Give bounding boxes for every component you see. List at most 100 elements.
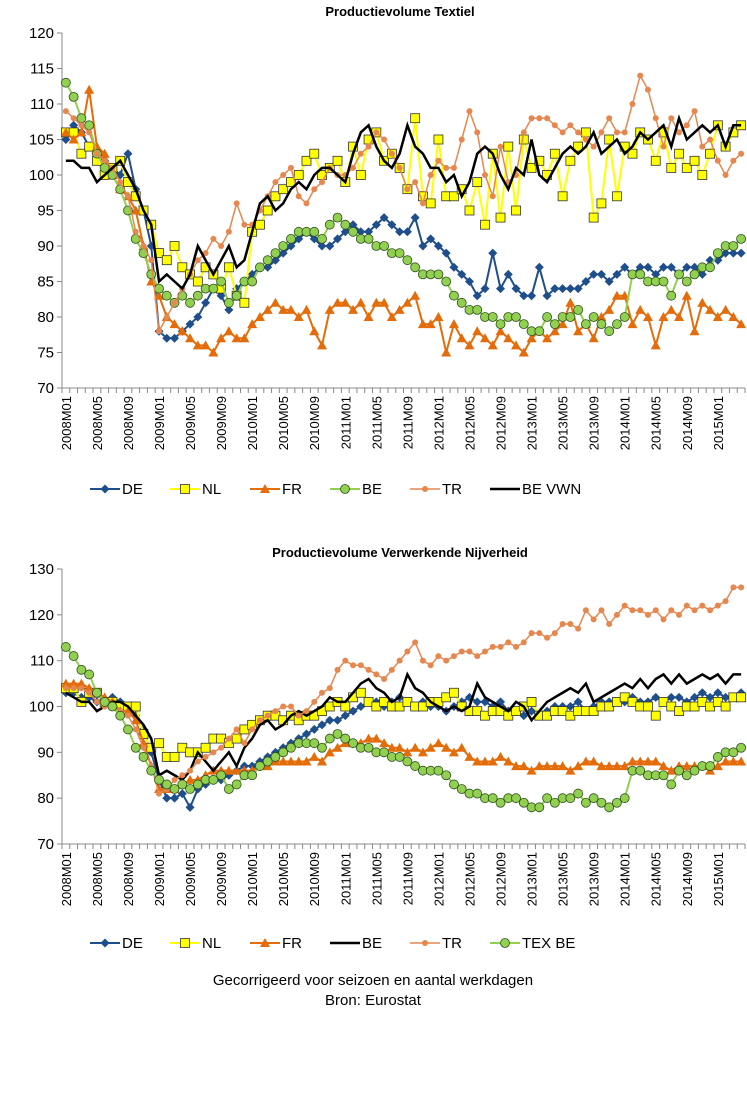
data-point bbox=[721, 248, 731, 258]
data-point bbox=[542, 793, 552, 804]
data-point bbox=[426, 234, 436, 244]
data-point bbox=[487, 312, 498, 322]
data-point bbox=[604, 304, 615, 314]
data-point bbox=[270, 191, 281, 202]
data-point bbox=[559, 621, 566, 627]
data-point bbox=[433, 269, 444, 280]
data-point bbox=[433, 765, 444, 776]
x-tick-label: 2013M09 bbox=[587, 396, 602, 450]
data-point bbox=[286, 241, 296, 251]
data-point bbox=[635, 269, 646, 280]
legend-label: BE bbox=[362, 935, 382, 952]
data-point bbox=[642, 756, 653, 766]
data-point bbox=[395, 227, 405, 237]
data-point bbox=[223, 262, 234, 273]
data-point bbox=[606, 115, 613, 122]
data-point bbox=[728, 312, 739, 321]
data-point bbox=[596, 312, 607, 321]
data-point bbox=[620, 262, 630, 272]
data-point bbox=[573, 761, 584, 771]
data-point bbox=[691, 108, 698, 115]
data-point bbox=[596, 761, 607, 771]
data-point bbox=[293, 312, 304, 321]
legend-label: DE bbox=[122, 481, 143, 498]
y-tick-label: 90 bbox=[37, 744, 54, 761]
data-point bbox=[394, 248, 405, 259]
data-point bbox=[381, 676, 388, 682]
x-tick-label: 2010M05 bbox=[276, 852, 291, 906]
data-point bbox=[161, 255, 172, 266]
data-point bbox=[101, 157, 108, 164]
data-point bbox=[666, 692, 676, 702]
data-point bbox=[402, 227, 412, 237]
data-point bbox=[324, 304, 335, 314]
data-point bbox=[503, 269, 513, 279]
data-point bbox=[169, 752, 180, 762]
data-point bbox=[495, 797, 506, 808]
data-point bbox=[348, 706, 358, 716]
data-point bbox=[425, 319, 436, 329]
data-point bbox=[466, 648, 473, 655]
data-point bbox=[93, 698, 100, 705]
data-point bbox=[201, 298, 211, 308]
data-point bbox=[511, 793, 521, 804]
data-point bbox=[365, 143, 372, 150]
data-point bbox=[386, 312, 397, 321]
legend-marker bbox=[500, 938, 510, 948]
data-point bbox=[627, 148, 638, 159]
data-point bbox=[192, 290, 203, 301]
data-point bbox=[611, 761, 622, 771]
data-point bbox=[388, 666, 395, 673]
data-point bbox=[340, 219, 351, 230]
legend-marker bbox=[422, 940, 428, 946]
data-point bbox=[689, 269, 700, 280]
x-tick-label: 2014M09 bbox=[680, 852, 695, 906]
data-point bbox=[76, 678, 87, 688]
data-point bbox=[549, 761, 560, 771]
data-point bbox=[130, 715, 141, 725]
data-point bbox=[333, 234, 343, 244]
data-point bbox=[224, 305, 234, 315]
x-tick-label: 2012M01 bbox=[431, 852, 446, 906]
data-point bbox=[317, 241, 327, 251]
data-point bbox=[177, 326, 188, 336]
data-point bbox=[658, 770, 669, 781]
data-point bbox=[660, 616, 667, 623]
data-point bbox=[301, 304, 312, 314]
data-point bbox=[84, 120, 95, 131]
legend-marker bbox=[340, 484, 350, 494]
legend-marker bbox=[260, 938, 270, 947]
data-point bbox=[699, 143, 706, 150]
data-point bbox=[241, 740, 248, 747]
data-point bbox=[433, 134, 444, 145]
data-point bbox=[666, 162, 677, 173]
data-point bbox=[689, 765, 700, 776]
data-point bbox=[293, 756, 304, 766]
data-point bbox=[84, 669, 95, 680]
data-point bbox=[278, 184, 289, 195]
data-point bbox=[130, 205, 141, 215]
data-point bbox=[619, 312, 630, 322]
data-point bbox=[225, 735, 232, 742]
data-point bbox=[644, 86, 651, 93]
data-point bbox=[644, 611, 651, 618]
data-point bbox=[84, 141, 95, 152]
data-point bbox=[519, 291, 529, 301]
data-point bbox=[559, 129, 566, 136]
data-point bbox=[534, 326, 545, 337]
data-point bbox=[332, 155, 343, 166]
data-point bbox=[161, 779, 172, 790]
legend-marker bbox=[180, 484, 190, 494]
x-tick-label: 2011M09 bbox=[400, 396, 415, 449]
y-tick-label: 70 bbox=[37, 836, 54, 853]
x-tick-label: 2010M09 bbox=[307, 852, 322, 906]
data-point bbox=[427, 172, 434, 178]
data-point bbox=[458, 648, 465, 655]
data-point bbox=[433, 312, 444, 321]
data-point bbox=[386, 742, 397, 752]
x-tick-label: 2011M01 bbox=[338, 396, 353, 449]
y-tick-label: 80 bbox=[37, 790, 54, 807]
data-point bbox=[705, 262, 715, 273]
data-point bbox=[317, 756, 328, 766]
data-point bbox=[123, 724, 133, 735]
